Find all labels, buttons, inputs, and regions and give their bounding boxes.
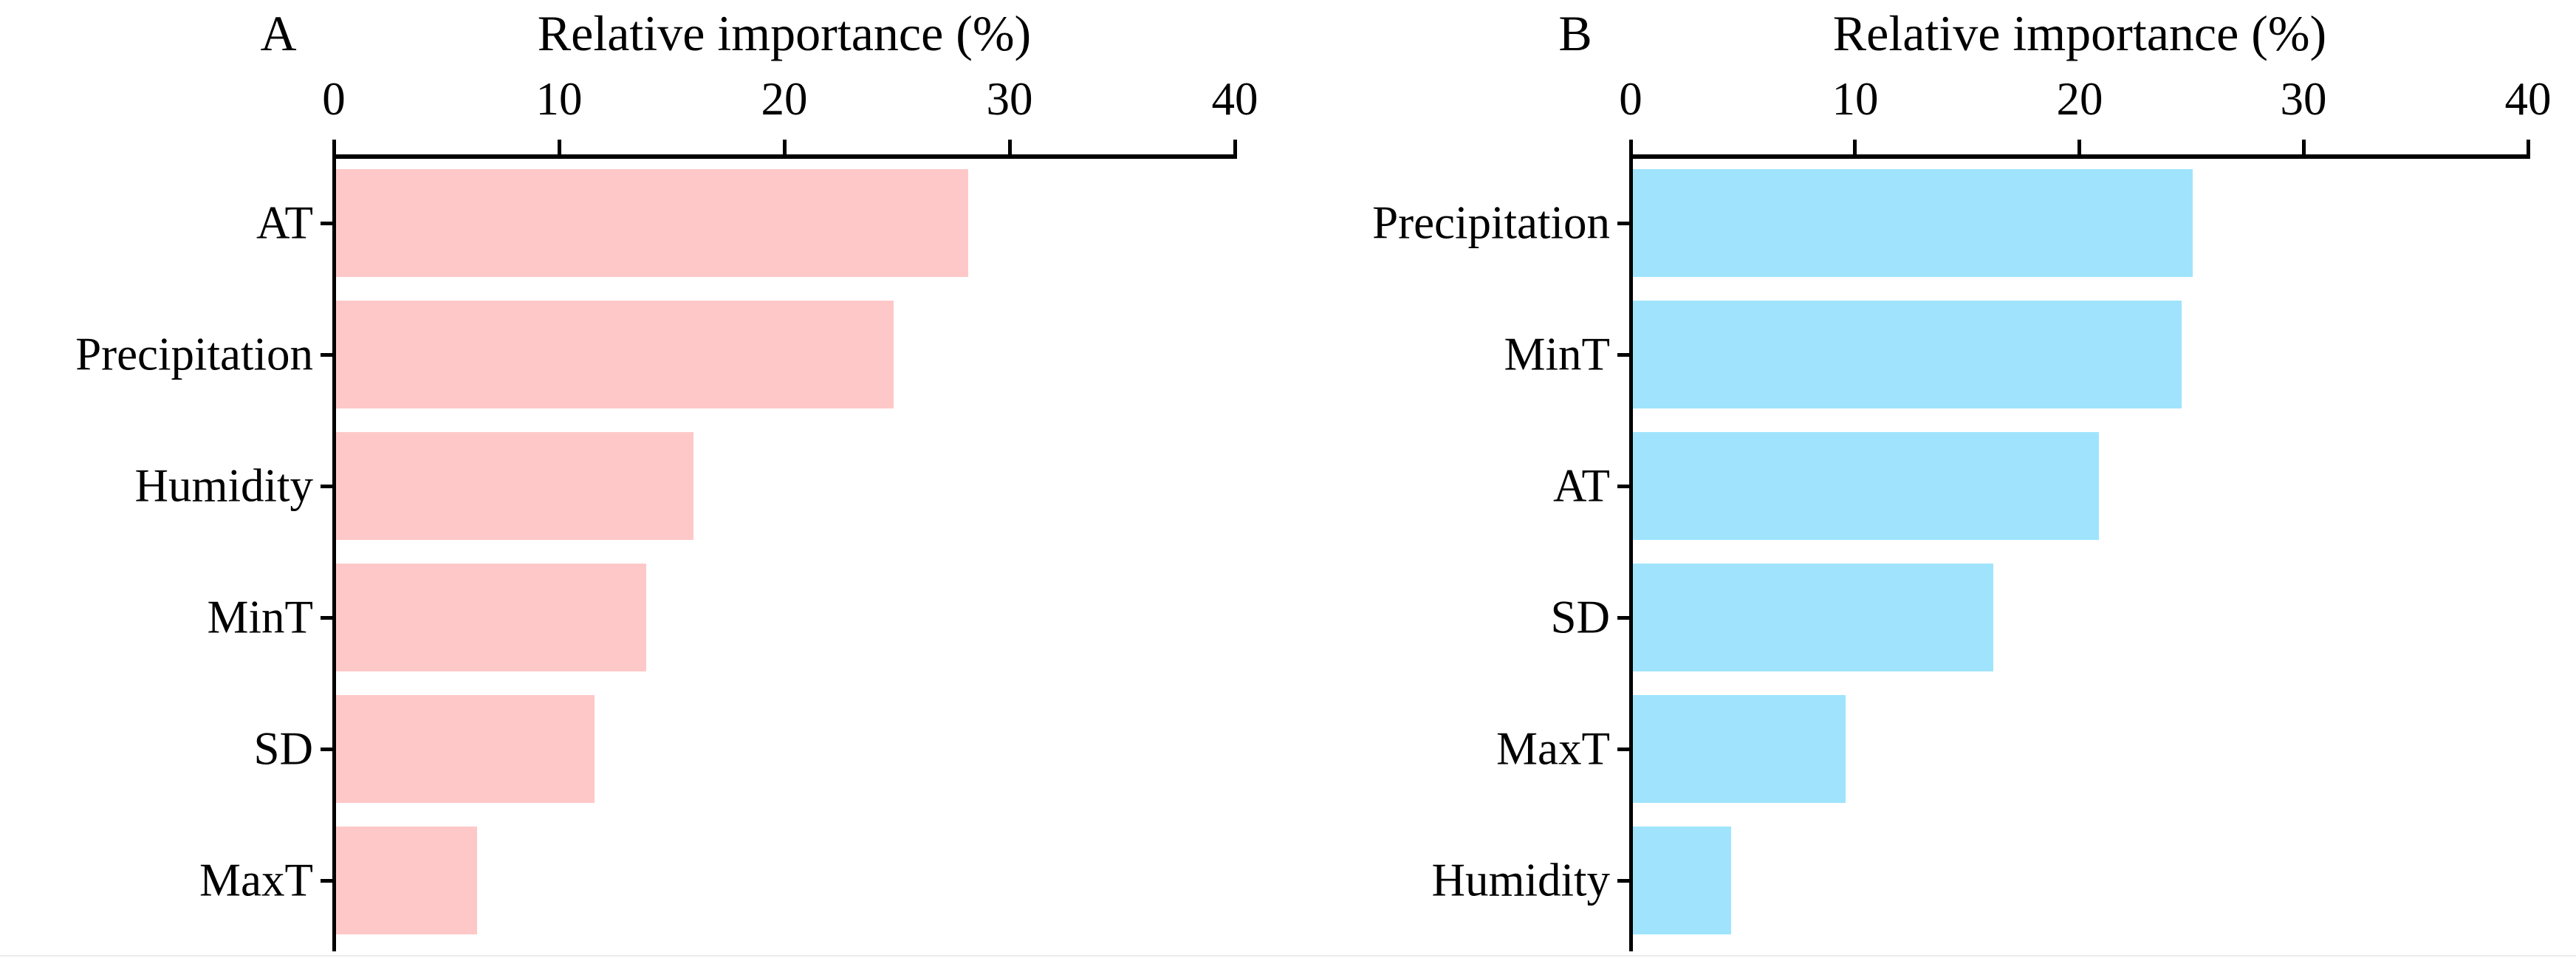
category-label: Humidity (1431, 854, 1610, 906)
bar-mint (1632, 301, 2182, 408)
y-tick (321, 878, 334, 883)
bar-sd (1632, 564, 1993, 671)
bar-precipitation (335, 301, 894, 408)
bar-humidity (1632, 827, 1731, 934)
bar-maxt (335, 827, 477, 934)
category-label: MaxT (199, 854, 313, 906)
x-tick (558, 140, 561, 154)
x-tick (2077, 140, 2081, 154)
x-tick-label: 10 (1832, 73, 1879, 125)
category-label: SD (1550, 591, 1610, 643)
y-tick (1617, 615, 1631, 620)
x-tick-label: 10 (535, 73, 583, 125)
category-label: MaxT (1496, 722, 1610, 775)
x-tick-label: 40 (1211, 73, 1258, 125)
bar-precipitation (1632, 169, 2193, 277)
x-tick (1008, 140, 1012, 154)
x-tick-label: 0 (322, 73, 346, 125)
y-tick (1617, 747, 1631, 751)
panel-a-title: Relative importance (%) (537, 5, 1032, 61)
y-tick (1617, 221, 1631, 225)
bar-humidity (335, 432, 693, 540)
panel-b-title: Relative importance (%) (1832, 5, 2327, 61)
category-label: AT (256, 196, 313, 249)
bar-mint (335, 564, 646, 671)
category-label: MinT (1504, 328, 1610, 380)
figure-bottom-edge (0, 955, 2576, 957)
bar-at (1632, 432, 2099, 540)
x-tick (1853, 140, 1857, 154)
y-axis-line (332, 154, 336, 951)
x-tick-label: 40 (2504, 73, 2552, 125)
y-tick (321, 747, 334, 751)
y-tick (1617, 484, 1631, 488)
category-label: SD (253, 722, 313, 775)
x-tick (2302, 140, 2306, 154)
x-tick (1629, 140, 1633, 154)
y-tick (321, 352, 334, 357)
category-label: MinT (207, 591, 313, 643)
category-label: Humidity (134, 459, 313, 512)
x-tick-label: 20 (2056, 73, 2103, 125)
y-tick (321, 484, 334, 488)
y-tick (1617, 352, 1631, 357)
category-label: AT (1553, 459, 1610, 512)
bar-at (335, 169, 968, 277)
x-axis-line (332, 154, 1237, 159)
x-tick (783, 140, 787, 154)
x-tick (2527, 140, 2530, 154)
bar-sd (335, 695, 595, 803)
y-axis-line (1629, 154, 1633, 951)
panel-a-label: A (260, 5, 297, 61)
x-tick (1233, 140, 1237, 154)
x-tick-label: 30 (986, 73, 1033, 125)
x-axis-line (1629, 154, 2530, 159)
x-tick (332, 140, 336, 154)
y-tick (321, 615, 334, 620)
panel-b-label: B (1558, 5, 1592, 61)
x-tick-label: 0 (1619, 73, 1642, 125)
y-tick (321, 221, 334, 225)
x-tick-label: 20 (761, 73, 808, 125)
x-tick-label: 30 (2280, 73, 2327, 125)
y-tick (1617, 878, 1631, 883)
category-label: Precipitation (75, 328, 313, 380)
category-label: Precipitation (1372, 196, 1610, 249)
bar-maxt (1632, 695, 1846, 803)
